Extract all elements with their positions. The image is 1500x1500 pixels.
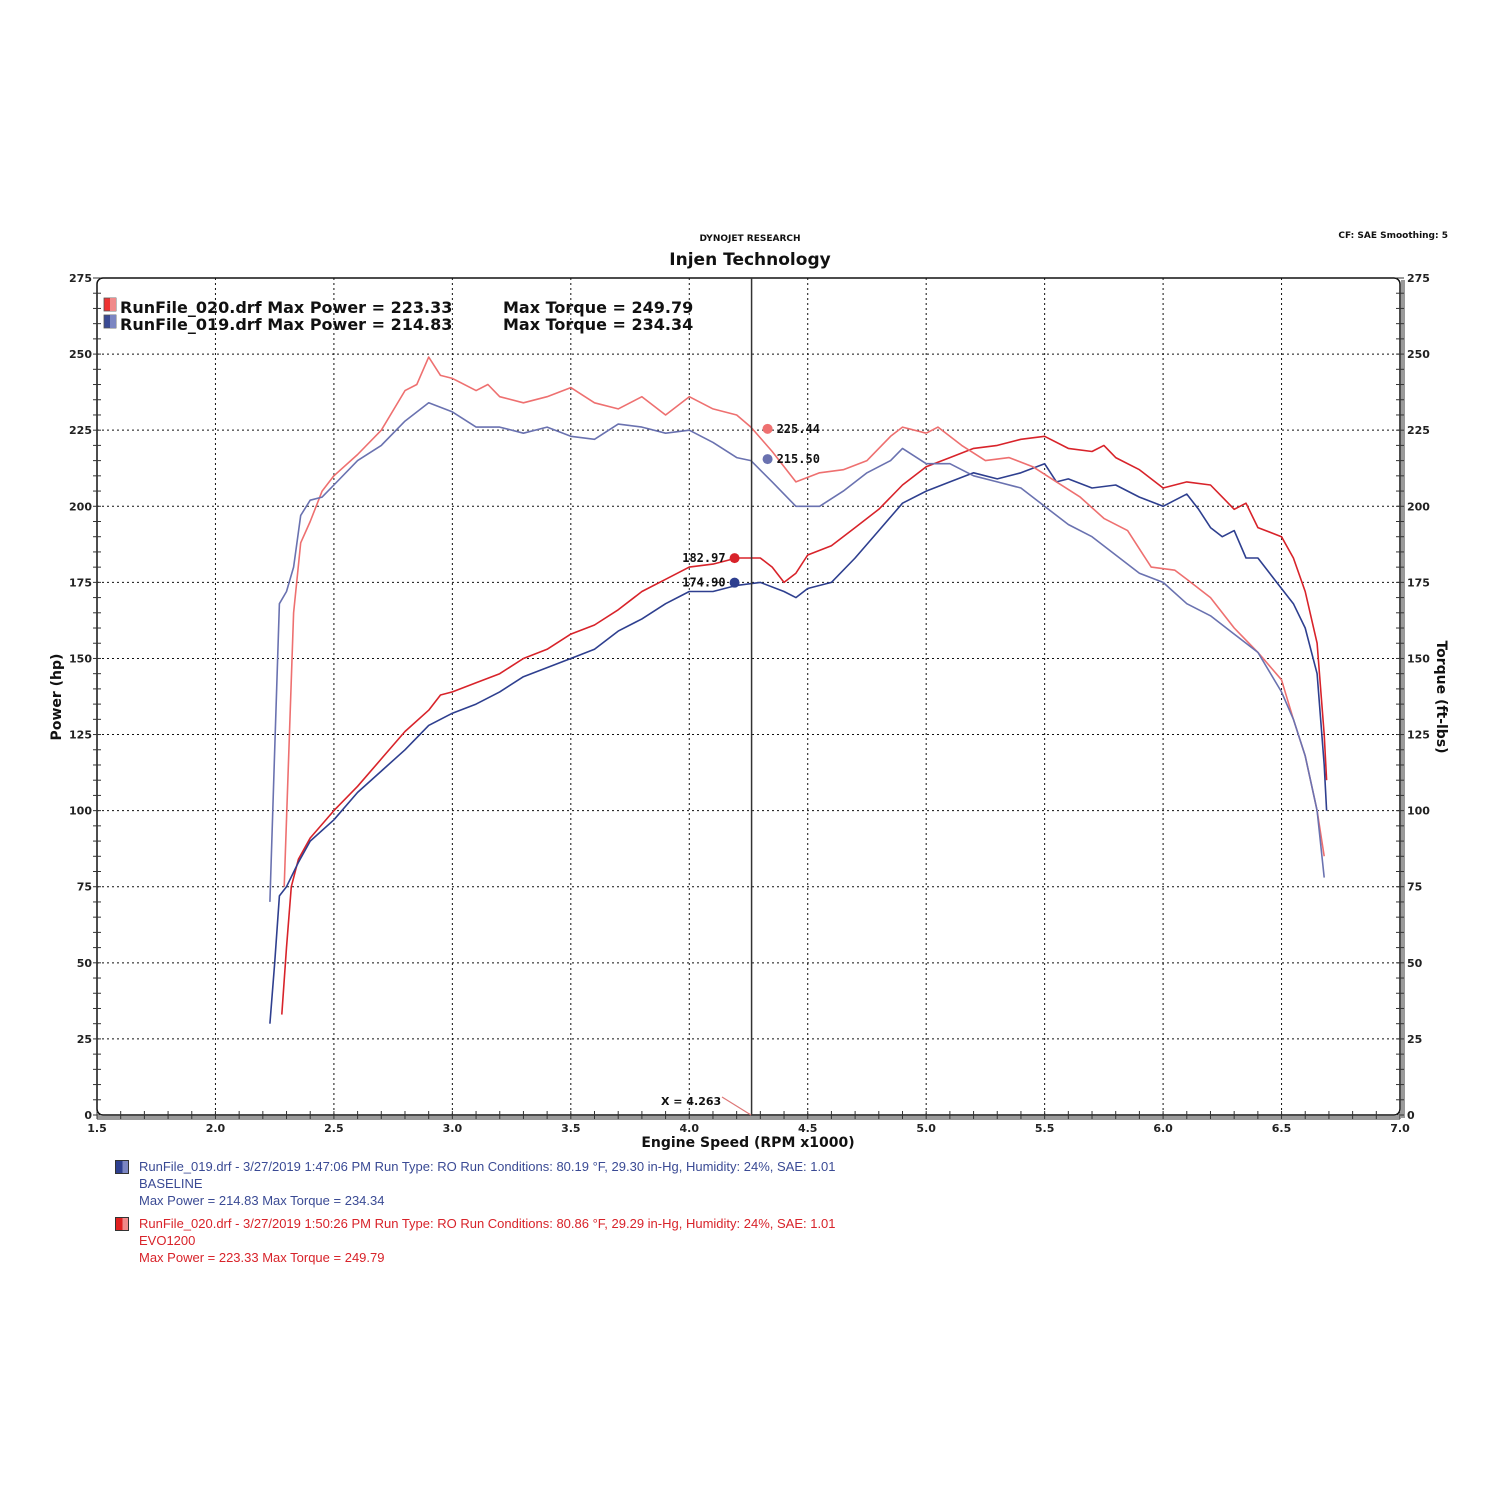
cursor-pointer-line [721, 1096, 752, 1116]
x-tick-label: 6.0 [1153, 1122, 1173, 1135]
x-tick-label: 4.0 [680, 1122, 700, 1135]
y-axis-left-title: Power (hp) [49, 654, 65, 741]
marker-dot [762, 454, 773, 465]
series-line-3 [269, 401, 1325, 902]
run-notes: RunFile_019.drf - 3/27/2019 1:47:06 PM R… [115, 1158, 836, 1272]
y-left-tick-label: 200 [69, 500, 92, 513]
y-right-tick-label: 200 [1407, 500, 1430, 513]
x-axis-title: Engine Speed (RPM x1000) [641, 1135, 854, 1151]
y-left-tick-label: 175 [69, 576, 92, 589]
y-right-tick-label: 125 [1407, 729, 1430, 742]
y-left-tick-labels: 0 25 50 75 100 125 150 175 200 225 250 275 [69, 272, 92, 1122]
x-tick-label: 2.5 [324, 1122, 344, 1135]
marker-dot [729, 577, 740, 588]
y-left-tick-label: 150 [69, 652, 92, 665]
marker-value: 174.90 [682, 576, 725, 590]
run-note-label: BASELINE [139, 1176, 203, 1191]
y-right-tick-label: 25 [1407, 1033, 1422, 1046]
run-note-line: RunFile_020.drf - 3/27/2019 1:50:26 PM R… [139, 1216, 836, 1231]
legend-run019-torque: Max Torque = 234.34 [503, 315, 693, 334]
series-line-1 [269, 462, 1328, 1024]
grid-lines [97, 278, 1400, 1115]
cursor-markers: 225.44 215.50 182.97 174.90 [682, 422, 820, 590]
chart-title: Injen Technology [669, 250, 831, 270]
y-right-tick-label: 225 [1407, 424, 1430, 437]
axis-ticks [93, 277, 1404, 1119]
y-left-tick-label: 100 [69, 805, 92, 818]
x-tick-label: 3.0 [443, 1122, 463, 1135]
legend-run020-torque: Max Torque = 249.79 [503, 298, 693, 317]
y-left-tick-label: 125 [69, 729, 92, 742]
y-left-tick-label: 75 [77, 881, 92, 894]
run-note-line: RunFile_019.drf - 3/27/2019 1:47:06 PM R… [139, 1159, 836, 1174]
x-tick-label: 1.5 [87, 1122, 107, 1135]
y-right-tick-labels: 0 25 50 75 100 125 150 175 200 225 250 275 [1407, 272, 1430, 1122]
y-left-tick-label: 0 [84, 1109, 92, 1122]
x-tick-labels: 1.5 2.0 2.5 3.0 3.5 4.0 4.5 5.0 5.5 6.0 6.5 7.0 [87, 1122, 1410, 1135]
legend-swatch-red-highlight [110, 298, 116, 311]
chart-subtitle: DYNOJET RESEARCH [699, 234, 801, 244]
y-right-tick-label: 175 [1407, 576, 1430, 589]
legend-swatch-blue-highlight [110, 315, 116, 328]
marker-value: 215.50 [777, 452, 820, 466]
series-line-0 [281, 435, 1328, 1015]
marker-dot [762, 423, 773, 434]
y-left-tick-label: 250 [69, 348, 92, 361]
legend-run020-power: RunFile_020.drf Max Power = 223.33 [120, 298, 452, 317]
y-axis-right-title: Torque (ft-lbs) [1433, 640, 1449, 753]
y-left-tick-label: 50 [77, 957, 93, 970]
cursor-label: X = 4.263 [661, 1095, 721, 1108]
y-right-tick-label: 150 [1407, 652, 1430, 665]
marker-value: 225.44 [777, 422, 820, 436]
run-note-label: EVO1200 [139, 1233, 196, 1248]
x-tick-label: 2.0 [206, 1122, 226, 1135]
run-note-baseline: RunFile_019.drf - 3/27/2019 1:47:06 PM R… [115, 1158, 836, 1209]
x-tick-label: 5.5 [1035, 1122, 1055, 1135]
run-note-max: Max Power = 214.83 Max Torque = 234.34 [139, 1193, 385, 1208]
y-right-tick-label: 50 [1407, 957, 1423, 970]
legend-run019-power: RunFile_019.drf Max Power = 214.83 [120, 315, 452, 334]
marker-dot [729, 553, 740, 564]
x-tick-label: 7.0 [1390, 1122, 1410, 1135]
run-swatch-blue [115, 1160, 129, 1174]
y-right-tick-label: 275 [1407, 272, 1430, 285]
top-legend: RunFile_020.drf Max Power = 223.33 Max T… [103, 297, 693, 334]
marker-value: 182.97 [682, 551, 725, 565]
y-right-tick-label: 100 [1407, 805, 1430, 818]
plot-area [96, 277, 1401, 1116]
y-right-tick-label: 75 [1407, 881, 1422, 894]
y-left-tick-label: 25 [77, 1033, 92, 1046]
x-tick-label: 6.5 [1272, 1122, 1292, 1135]
y-right-tick-label: 0 [1407, 1109, 1415, 1122]
run-note-max: Max Power = 223.33 Max Torque = 249.79 [139, 1250, 385, 1265]
correction-factor-info: CF: SAE Smoothing: 5 [1338, 231, 1448, 241]
data-series [269, 356, 1328, 1024]
y-left-tick-label: 225 [69, 424, 92, 437]
y-right-tick-label: 250 [1407, 348, 1430, 361]
series-line-2 [283, 356, 1325, 887]
run-swatch-red [115, 1217, 129, 1231]
x-tick-label: 3.5 [561, 1122, 581, 1135]
x-tick-label: 4.5 [798, 1122, 818, 1135]
x-tick-label: 5.0 [916, 1122, 936, 1135]
run-note-evo1200: RunFile_020.drf - 3/27/2019 1:50:26 PM R… [115, 1215, 836, 1266]
y-left-tick-label: 275 [69, 272, 92, 285]
